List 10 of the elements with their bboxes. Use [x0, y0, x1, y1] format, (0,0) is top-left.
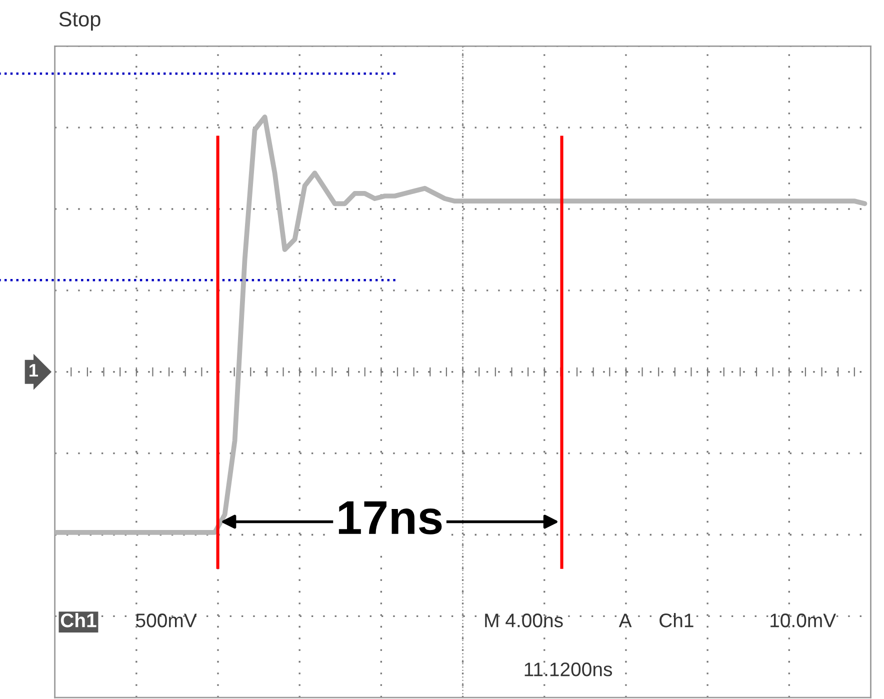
- text: M 4.00ns: [485, 614, 563, 628]
- text: 500mV: [136, 614, 197, 628]
- text: 10.0mV: [770, 614, 836, 628]
- text: 1: [30, 364, 38, 377]
- text: Ch1: [60, 613, 96, 628]
- text: 11.1200ns: [524, 662, 612, 676]
- annotation: 17ns: [338, 501, 442, 534]
- text: Ch1: [660, 613, 694, 628]
- text: Stop: [59, 12, 100, 31]
- text: A: [618, 614, 632, 628]
